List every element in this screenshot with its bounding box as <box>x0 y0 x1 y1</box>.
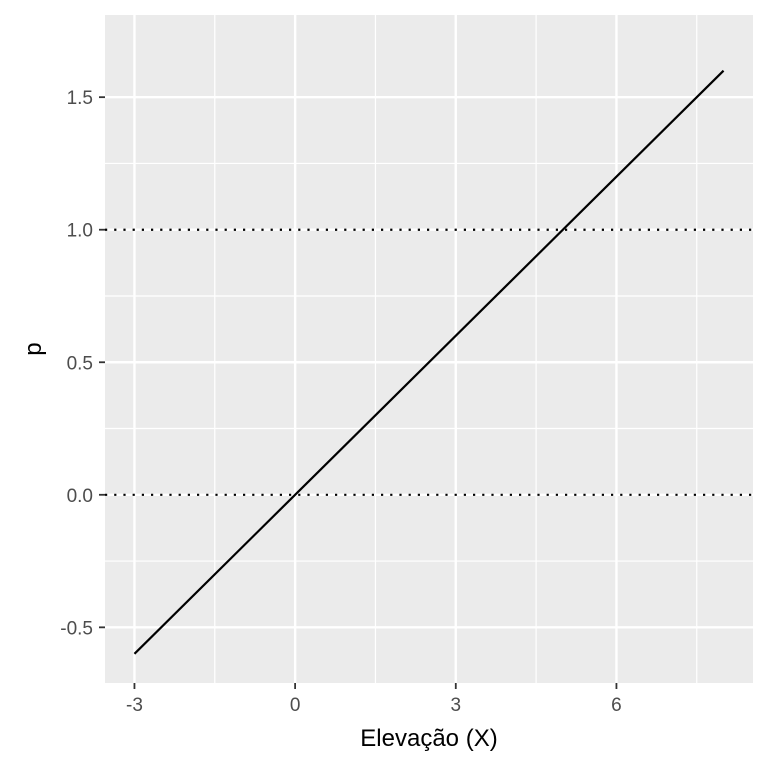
series-layer <box>133 69 725 655</box>
y-tick-label: 1.0 <box>67 221 93 242</box>
series-line-0 <box>133 69 725 655</box>
y-tick-label: 0.5 <box>67 353 93 374</box>
x-axis: -3 0 3 6 <box>126 683 622 716</box>
minor-grid <box>105 15 753 683</box>
plot-panel <box>105 15 753 683</box>
y-axis-title: p <box>20 342 47 355</box>
x-tick-label: -3 <box>126 695 143 716</box>
y-axis: -0.5 0.0 0.5 1.0 1.5 <box>60 88 105 639</box>
y-tick-label: -0.5 <box>60 618 93 639</box>
y-tick-label: 0.0 <box>67 486 93 507</box>
x-axis-title: Elevação (X) <box>360 725 497 752</box>
y-tick-label: 1.5 <box>67 88 93 109</box>
x-tick-label: 6 <box>611 695 622 716</box>
x-tick-label: 0 <box>290 695 301 716</box>
x-tick-label: 3 <box>450 695 461 716</box>
reference-lines <box>105 228 753 496</box>
